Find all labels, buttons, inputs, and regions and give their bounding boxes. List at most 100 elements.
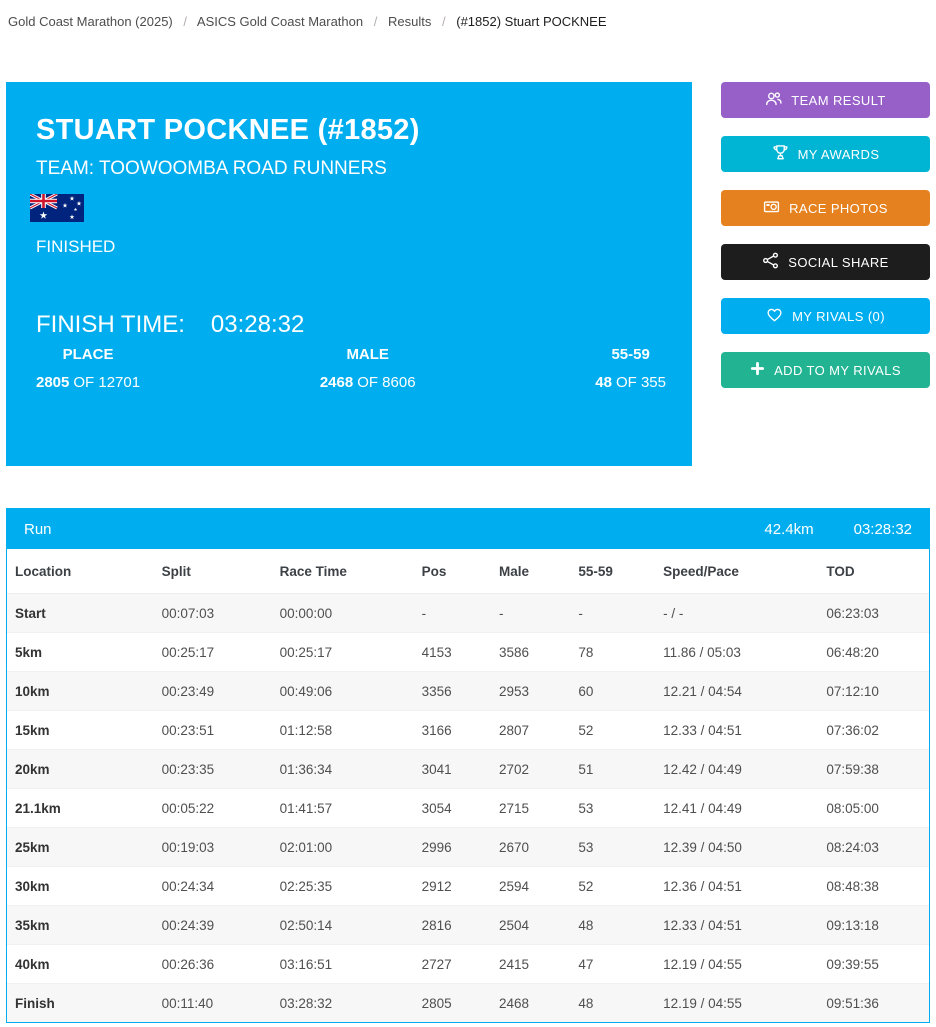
location-cell: 15km (15, 723, 50, 738)
table-row: Start 00:07:03 00:00:00 - - - - / - 06:23:03 (7, 593, 929, 633)
action-sidebar: TEAM RESULT MY AWARDS RACE PHOTOS SOCIAL… (721, 82, 930, 406)
australia-flag-icon (29, 192, 84, 222)
table-row: 20km 00:23:35 01:36:34 3041 2702 51 12.42 / 04… (7, 749, 929, 789)
tod-cell: 07:36:02 (826, 723, 879, 738)
plus-icon (750, 361, 765, 379)
location-cell: Finish (15, 996, 55, 1011)
male-cell: 2670 (499, 840, 530, 855)
breadcrumb-separator: / (373, 14, 378, 29)
tod-cell: 09:51:36 (826, 996, 879, 1011)
race-time-cell: 02:50:14 (279, 918, 333, 933)
stat-male-label: MALE (346, 346, 389, 363)
splits-table: Location Split Race Time Pos Male 55-59 … (7, 549, 929, 1022)
stat-age-group: 55-59 48 OF 355 (595, 346, 666, 391)
race-photos-label: RACE PHOTOS (789, 200, 888, 216)
run-total-time: 03:28:32 (853, 520, 912, 538)
tod-cell: 09:39:55 (826, 957, 879, 972)
male-cell: 2715 (499, 801, 530, 816)
tod-cell: 08:48:38 (826, 879, 879, 894)
race-time-cell: 01:41:57 (279, 801, 333, 816)
race-time-cell: 03:28:32 (279, 996, 333, 1011)
split-cell: 00:24:34 (161, 879, 215, 894)
social-share-button[interactable]: SOCIAL SHARE (721, 244, 930, 280)
splits-section: Run 42.4km 03:28:32 Location Split Race … (6, 508, 930, 1023)
share-icon (762, 252, 779, 272)
age-group-cell: 53 (578, 801, 594, 816)
location-cell: 10km (15, 684, 50, 699)
speed-pace-cell: 12.19 / 04:55 (663, 957, 742, 972)
table-row: 15km 00:23:51 01:12:58 3166 2807 52 12.33 / 04… (7, 710, 929, 750)
pos-cell: 3054 (421, 801, 452, 816)
speed-pace-cell: 12.33 / 04:51 (663, 918, 742, 933)
breadcrumb-results-link[interactable]: Results (388, 14, 432, 29)
heart-icon (766, 306, 783, 326)
breadcrumb-current-athlete: (#1852) Stuart POCKNEE (456, 14, 607, 29)
my-rivals-button[interactable]: MY RIVALS (0) (721, 298, 930, 334)
split-cell: 00:07:03 (161, 606, 215, 621)
tod-cell: 07:12:10 (826, 684, 879, 699)
split-cell: 00:05:22 (161, 801, 215, 816)
my-awards-button[interactable]: MY AWARDS (721, 136, 930, 172)
speed-pace-cell: 12.19 / 04:55 (663, 996, 742, 1011)
location-cell: 30km (15, 879, 50, 894)
location-cell: 20km (15, 762, 50, 777)
age-group-cell: 78 (578, 645, 594, 660)
pos-cell: 2816 (421, 918, 452, 933)
tod-cell: 06:48:20 (826, 645, 879, 660)
main-content: STUART POCKNEE (#1852) TEAM: TOOWOOMBA R… (0, 82, 936, 466)
location-cell: 5km (15, 645, 43, 660)
breadcrumb-separator: / (441, 14, 446, 29)
location-cell: 21.1km (15, 801, 61, 816)
add-to-my-rivals-button[interactable]: ADD TO MY RIVALS (721, 352, 930, 388)
speed-pace-cell: 12.33 / 04:51 (663, 723, 742, 738)
male-cell: 2468 (499, 996, 530, 1011)
race-photos-button[interactable]: RACE PHOTOS (721, 190, 930, 226)
column-header-male: Male (491, 549, 571, 594)
location-cell: Start (15, 606, 46, 621)
pos-cell: 2727 (421, 957, 452, 972)
finish-time-label: FINISH TIME: (36, 311, 185, 338)
male-cell: 3586 (499, 645, 530, 660)
race-time-cell: 02:01:00 (279, 840, 333, 855)
speed-pace-cell: - / - (663, 606, 684, 621)
breadcrumb-race-link[interactable]: ASICS Gold Coast Marathon (196, 14, 364, 29)
pos-cell: 2912 (421, 879, 452, 894)
trophy-icon (772, 144, 789, 164)
race-time-cell: 00:00:00 (279, 606, 333, 621)
stat-age-group-rank: 48 (595, 374, 612, 391)
race-time-cell: 03:16:51 (279, 957, 333, 972)
stat-age-group-label: 55-59 (611, 346, 650, 363)
column-header-tod: TOD (818, 549, 929, 594)
team-result-label: TEAM RESULT (791, 92, 886, 108)
team-result-button[interactable]: TEAM RESULT (721, 82, 930, 118)
stat-male-rank: 2468 (319, 374, 354, 391)
athlete-summary-panel: STUART POCKNEE (#1852) TEAM: TOOWOOMBA R… (6, 82, 692, 466)
tod-cell: 09:13:18 (826, 918, 879, 933)
column-header-split: Split (153, 549, 272, 594)
breadcrumb-event-link[interactable]: Gold Coast Marathon (2025) (8, 14, 173, 29)
age-group-cell: 52 (578, 723, 594, 738)
run-distance: 42.4km (764, 520, 814, 538)
tod-cell: 08:24:03 (826, 840, 879, 855)
split-cell: 00:11:40 (161, 996, 214, 1011)
team-icon (765, 90, 782, 110)
age-group-cell: 52 (578, 879, 594, 894)
tod-cell: 08:05:00 (826, 801, 879, 816)
speed-pace-cell: 11.86 / 05:03 (663, 645, 741, 660)
my-awards-label: MY AWARDS (797, 146, 880, 162)
column-header-location: Location (7, 549, 154, 594)
speed-pace-cell: 12.36 / 04:51 (663, 879, 742, 894)
age-group-cell: 48 (578, 918, 594, 933)
table-row: 10km 00:23:49 00:49:06 3356 2953 60 12.21 / 04… (7, 671, 929, 711)
stat-age-group-value: 48 OF 355 (595, 374, 666, 391)
pos-cell: 3356 (421, 684, 452, 699)
stat-place-value: 2805 OF 12701 (36, 374, 140, 391)
race-time-cell: 01:12:58 (279, 723, 333, 738)
stat-place-rank: 2805 (36, 374, 70, 391)
stat-male-value: 2468 OF 8606 (320, 374, 416, 391)
table-header-row: Location Split Race Time Pos Male 55-59 … (7, 549, 929, 594)
stat-male-total: OF 8606 (357, 374, 416, 391)
age-group-cell: 48 (578, 996, 594, 1011)
male-cell: 2807 (499, 723, 530, 738)
athlete-name: STUART POCKNEE (#1852) (36, 114, 420, 146)
